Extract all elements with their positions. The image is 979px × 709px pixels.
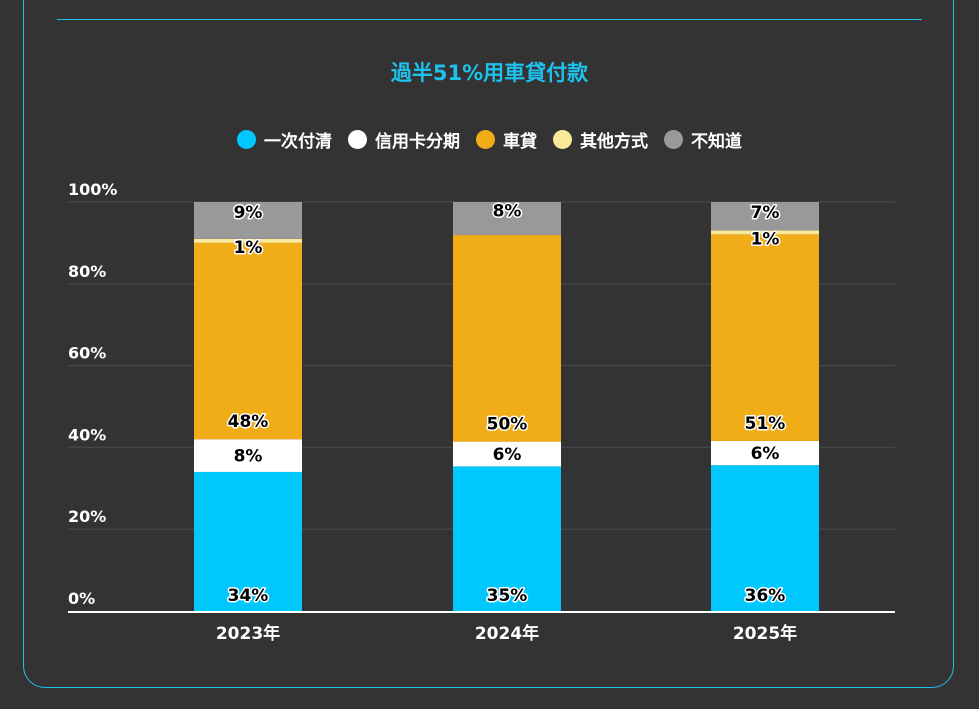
x-tick-label: 2023年 xyxy=(216,623,280,644)
legend-swatch-icon xyxy=(553,130,572,149)
legend-item-other-methods[interactable]: 其他方式 xyxy=(553,127,648,152)
bar-segment[interactable] xyxy=(453,441,561,467)
legend-item-unknown[interactable]: 不知道 xyxy=(664,127,742,152)
data-label: 34% xyxy=(228,586,269,606)
bars xyxy=(194,202,819,611)
bar-segment[interactable] xyxy=(453,202,561,236)
bar-segment[interactable] xyxy=(711,440,819,466)
y-tick-label: 80% xyxy=(68,262,106,281)
y-tick-label: 20% xyxy=(68,507,106,526)
bar-segment[interactable] xyxy=(453,466,561,611)
bar-segment[interactable] xyxy=(194,242,302,440)
y-tick-label: 60% xyxy=(68,344,106,363)
data-label: 6% xyxy=(751,444,780,464)
bar-segment[interactable] xyxy=(194,202,302,239)
data-label: 1% xyxy=(234,238,263,258)
x-tick-label: 2025年 xyxy=(733,623,797,644)
bar-segment[interactable] xyxy=(194,238,302,243)
legend-swatch-icon xyxy=(476,130,495,149)
legend-item-car-loan[interactable]: 車貸 xyxy=(476,127,537,152)
chart-panel xyxy=(23,0,954,688)
legend-label: 車貸 xyxy=(503,132,537,152)
legend-item-credit-card-installment[interactable]: 信用卡分期 xyxy=(348,127,460,152)
data-label: 9% xyxy=(234,203,263,223)
chart-legend: 一次付清 信用卡分期 車貸 其他方式 不知道 xyxy=(0,127,979,152)
legend-label: 信用卡分期 xyxy=(375,132,460,152)
x-tick-label: 2024年 xyxy=(475,623,539,644)
data-label: 35% xyxy=(487,586,528,606)
data-label: 8% xyxy=(493,202,522,222)
data-labels: 34% 8% 48% 1% 9% 35% 6% 50% 8% 36% 6% 51% 1% 7% xyxy=(226,200,787,607)
bar-segment[interactable] xyxy=(711,202,819,231)
y-tick-label: 40% xyxy=(68,425,106,444)
legend-item-pay-in-full[interactable]: 一次付清 xyxy=(237,127,332,152)
bar-segment[interactable] xyxy=(711,230,819,235)
bar-segment[interactable] xyxy=(194,439,302,472)
bar-segment[interactable] xyxy=(194,471,302,611)
chart-title: 過半51%用車貸付款 xyxy=(390,61,589,85)
data-label: 51% xyxy=(745,414,786,434)
data-label: 8% xyxy=(234,447,263,467)
bar-segment[interactable] xyxy=(453,235,561,442)
data-label: 36% xyxy=(745,586,786,606)
legend-label: 不知道 xyxy=(691,132,742,152)
legend-label: 其他方式 xyxy=(580,132,648,152)
data-label: 1% xyxy=(751,229,780,249)
y-tick-label: 0% xyxy=(68,589,95,608)
top-divider xyxy=(57,19,922,20)
x-axis-categories: 2023年 2024年 2025年 xyxy=(216,623,797,644)
data-label: 50% xyxy=(487,415,528,435)
legend-label: 一次付清 xyxy=(264,132,332,152)
data-label: 48% xyxy=(228,412,269,432)
legend-swatch-icon xyxy=(664,130,683,149)
y-tick-label: 100% xyxy=(68,180,117,199)
data-label: 6% xyxy=(493,445,522,465)
y-axis-ticks: 0% 20% 40% 60% 80% 100% xyxy=(68,180,117,608)
bar-segment[interactable] xyxy=(711,465,819,611)
bar-segment[interactable] xyxy=(711,234,819,441)
data-label: 7% xyxy=(751,203,780,223)
legend-swatch-icon xyxy=(237,130,256,149)
legend-swatch-icon xyxy=(348,130,367,149)
